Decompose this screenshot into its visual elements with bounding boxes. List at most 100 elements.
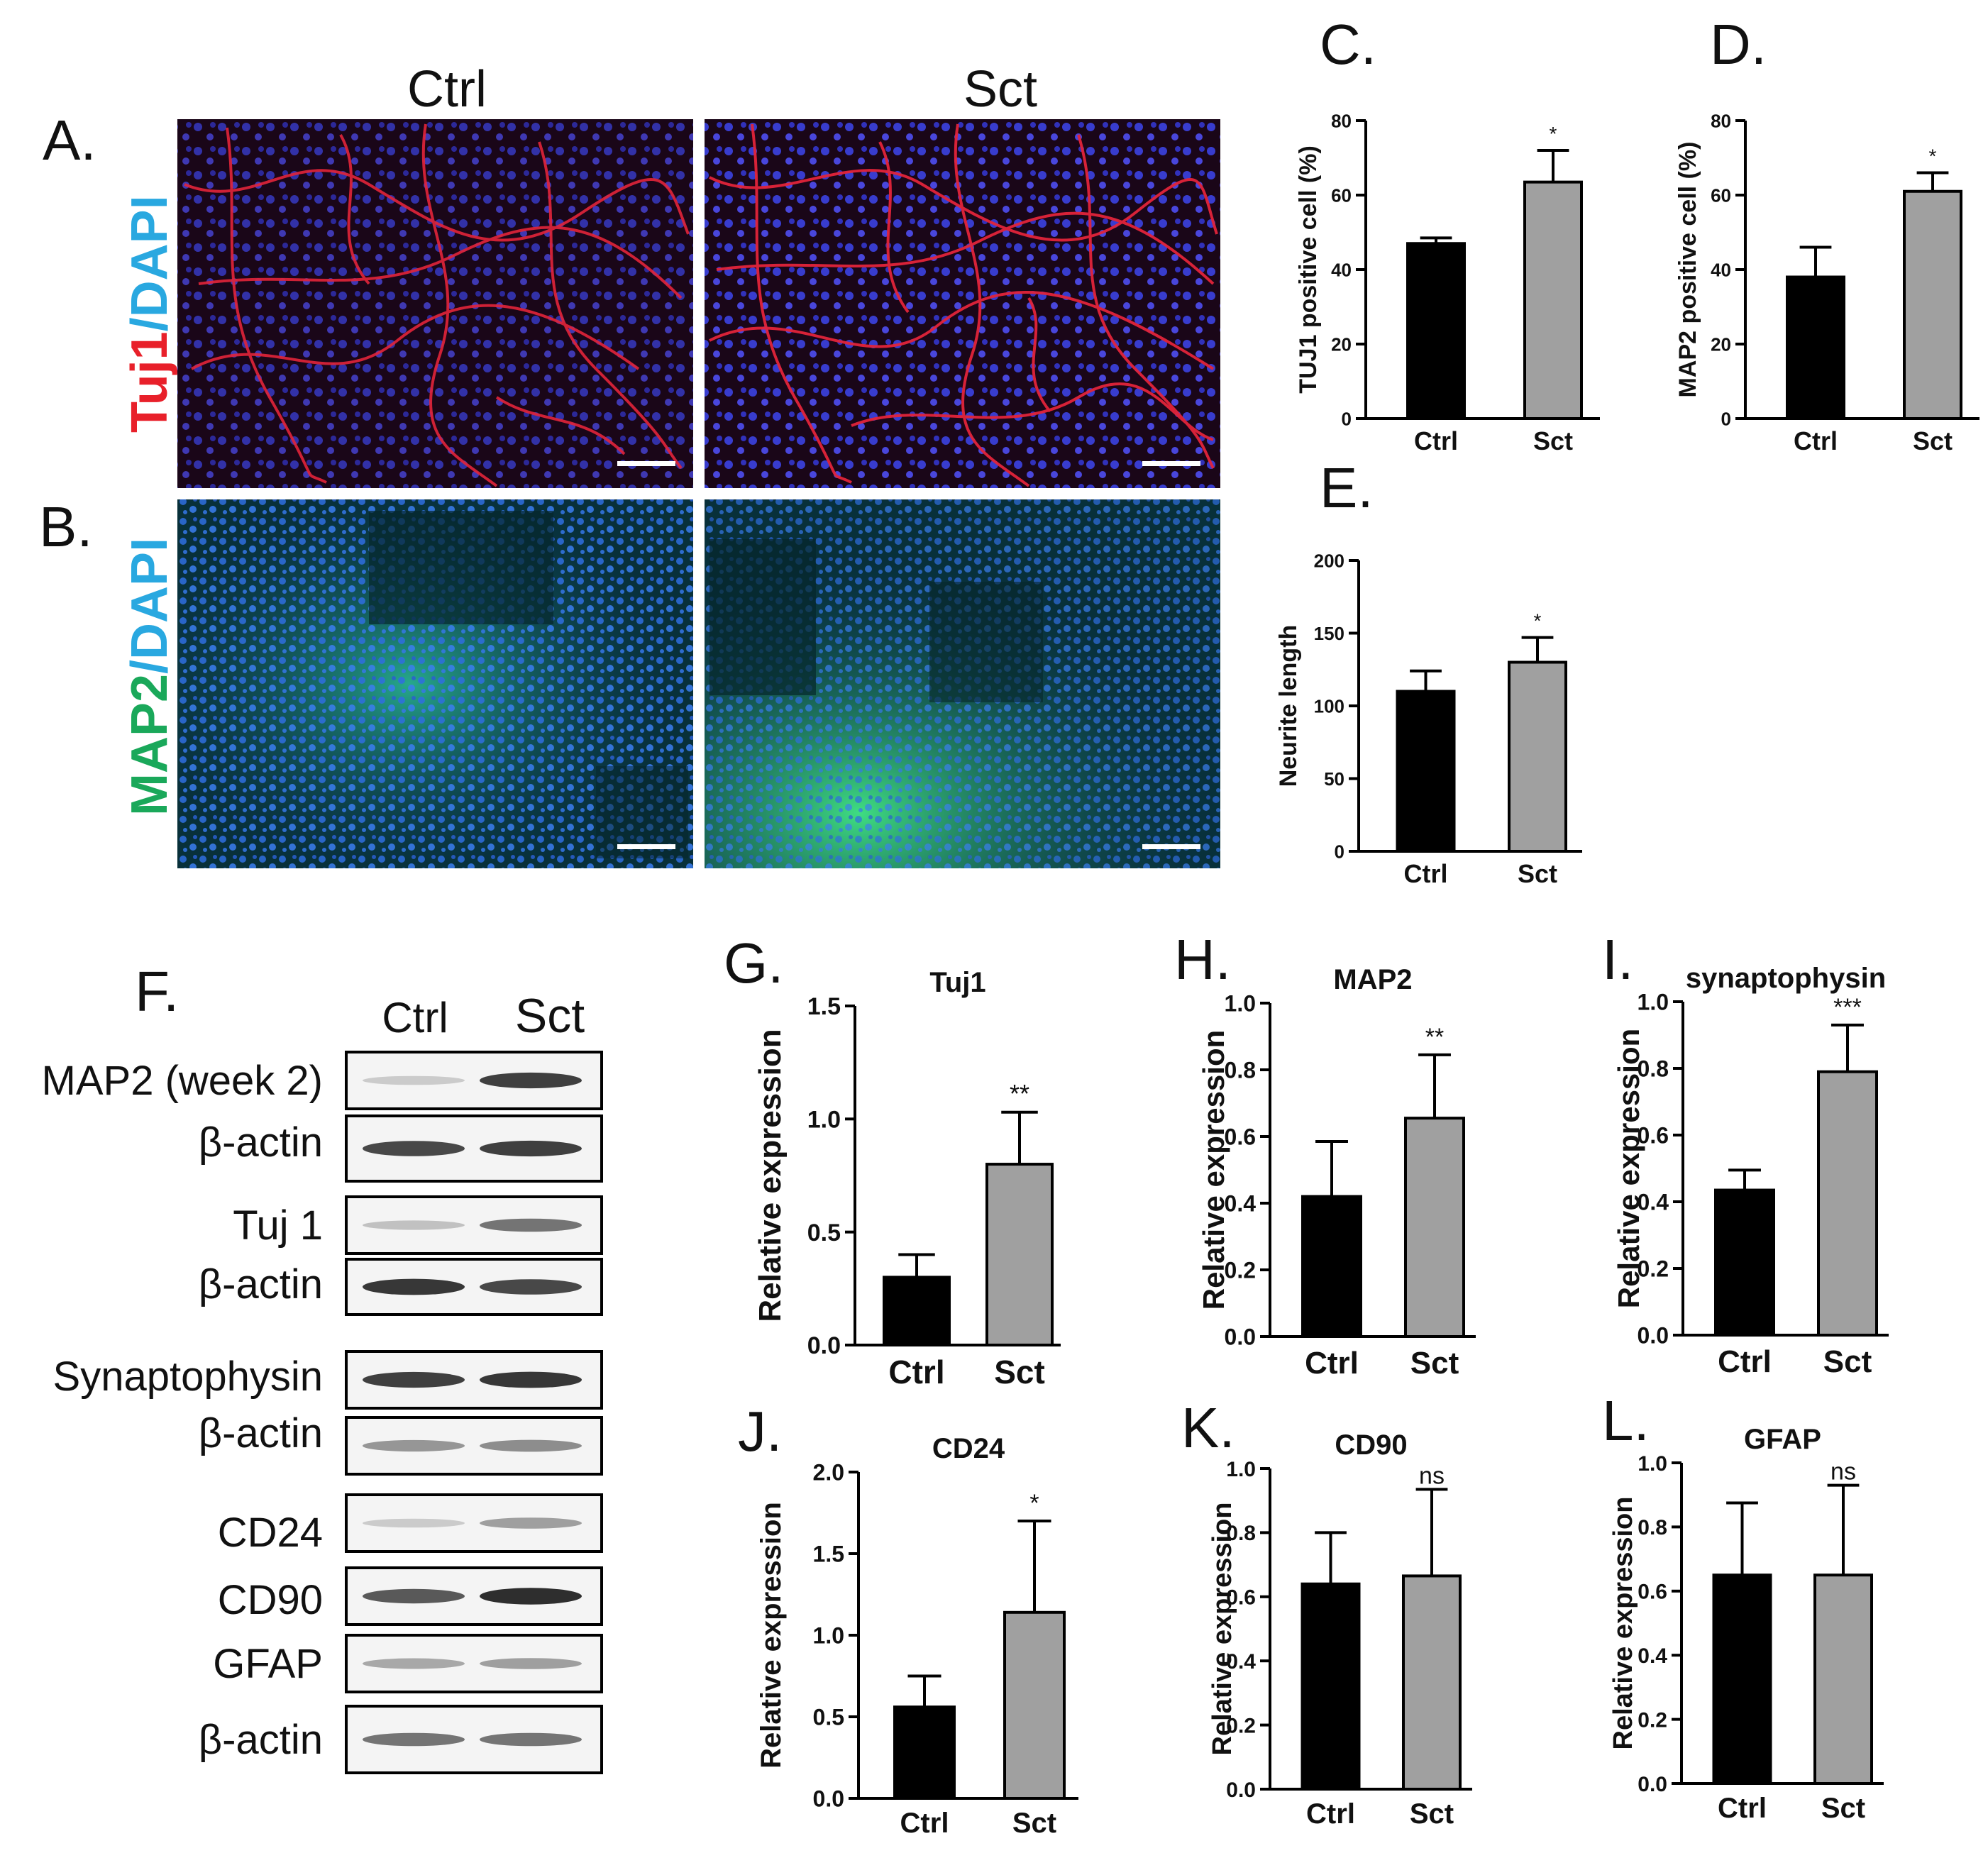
wb-band bbox=[480, 1517, 582, 1529]
y-tick-label: 0.0 bbox=[813, 1786, 844, 1812]
y-tick-label: 60 bbox=[1711, 184, 1731, 206]
y-tick-label: 0 bbox=[1342, 408, 1352, 429]
y-axis-label: Relative expression bbox=[753, 1029, 788, 1322]
y-tick-label: 0.0 bbox=[1226, 1779, 1256, 1802]
wb-row: CD90 bbox=[218, 1566, 603, 1626]
x-tick-label: Sct bbox=[994, 1354, 1045, 1390]
significance-mark: * bbox=[1550, 123, 1557, 145]
chart-title: CD24 bbox=[932, 1433, 1005, 1464]
wb-col-ctrl: Ctrl bbox=[382, 994, 448, 1041]
chart-panel-g: G. 0.0 0.5 1.0 1.5 Relative expression Tuj1 Ctr… bbox=[724, 931, 1061, 1390]
wb-band bbox=[363, 1371, 465, 1388]
y-tick-label: 0.0 bbox=[1638, 1773, 1667, 1796]
y-tick-label: 0.4 bbox=[1638, 1190, 1669, 1215]
wb-row-label: β-actin bbox=[199, 1119, 323, 1166]
y-tick-label: 0.6 bbox=[1225, 1124, 1256, 1150]
micrograph-b-sct bbox=[705, 499, 1220, 868]
chart-title: MAP2 bbox=[1333, 964, 1412, 995]
y-tick-label: 80 bbox=[1331, 110, 1352, 131]
y-tick-label: 40 bbox=[1711, 259, 1731, 280]
wb-band bbox=[480, 1279, 582, 1295]
y-tick-label: 0.5 bbox=[807, 1219, 841, 1246]
x-tick-label: Ctrl bbox=[900, 1808, 949, 1839]
bar-sct bbox=[1903, 189, 1962, 420]
significance-mark: * bbox=[1029, 1490, 1039, 1517]
bar-sct bbox=[985, 1163, 1054, 1346]
x-tick-label: Ctrl bbox=[1306, 1798, 1355, 1830]
chart-panel-i: I. 0.0 0.2 0.4 0.6 0.8 1.0 Relative expression s… bbox=[1602, 928, 1889, 1379]
y-tick-label: 0.0 bbox=[807, 1332, 841, 1359]
y-tick-label: 0.4 bbox=[1226, 1650, 1256, 1674]
wb-band bbox=[480, 1371, 582, 1388]
y-tick-label: 40 bbox=[1331, 259, 1352, 280]
y-tick-label: 1.0 bbox=[813, 1623, 844, 1649]
y-tick-label: 1.0 bbox=[1638, 1452, 1667, 1476]
y-tick-label: 1.0 bbox=[1226, 1458, 1256, 1481]
panel-letter-a: A. bbox=[43, 109, 96, 172]
y-tick-label: 1.0 bbox=[1225, 991, 1256, 1017]
x-tick-label: Sct bbox=[1410, 1798, 1454, 1830]
y-tick-label: 0.4 bbox=[1638, 1644, 1667, 1668]
bar-ctrl bbox=[1714, 1188, 1775, 1337]
bar-ctrl bbox=[1396, 690, 1456, 853]
micro-col-sct: Sct bbox=[963, 61, 1037, 118]
x-tick-label: Sct bbox=[1410, 1346, 1459, 1381]
y-axis-label: MAP2 positive cell (%) bbox=[1674, 142, 1701, 398]
y-tick-label: 60 bbox=[1331, 184, 1352, 206]
y-tick-label: 200 bbox=[1314, 550, 1344, 571]
x-tick-label: Ctrl bbox=[1718, 1793, 1767, 1824]
wb-band bbox=[363, 1220, 465, 1230]
wb-membrane bbox=[345, 1634, 603, 1693]
y-tick-label: 1.5 bbox=[807, 993, 841, 1020]
y-tick-label: 20 bbox=[1711, 333, 1731, 355]
bar-sct bbox=[1003, 1610, 1066, 1801]
wb-row: MAP2 (week 2) bbox=[42, 1051, 603, 1110]
significance-mark: ns bbox=[1419, 1462, 1445, 1489]
x-tick-label: Sct bbox=[1533, 426, 1573, 455]
bar-ctrl bbox=[883, 1276, 951, 1347]
y-tick-label: 100 bbox=[1314, 695, 1344, 717]
panel-letter-i: I. bbox=[1602, 928, 1633, 991]
bar-ctrl bbox=[1301, 1195, 1362, 1338]
bar-ctrl bbox=[1786, 275, 1845, 420]
chart-panel-d: D. 0 20 40 60 80 MAP2 positive cell (%) Ctrl * Sc… bbox=[1674, 13, 1979, 455]
y-tick-label: 0.0 bbox=[1638, 1323, 1669, 1349]
chart-panel-h: H. 0.0 0.2 0.4 0.6 0.8 1.0 Relative expression M… bbox=[1174, 928, 1476, 1381]
wb-row: β-actin bbox=[199, 1258, 603, 1316]
wb-band bbox=[363, 1141, 465, 1156]
bar-sct bbox=[1508, 660, 1567, 853]
panel-letter-g: G. bbox=[724, 931, 783, 995]
y-tick-label: 0.2 bbox=[1225, 1258, 1256, 1283]
significance-mark: *** bbox=[1833, 994, 1862, 1021]
wb-band bbox=[480, 1588, 582, 1605]
wb-row: Tuj 1 bbox=[233, 1195, 603, 1255]
panel-letter-j: J. bbox=[738, 1400, 782, 1463]
y-tick-label: 0 bbox=[1721, 408, 1731, 429]
y-tick-label: 1.5 bbox=[813, 1542, 844, 1567]
y-tick-label: 150 bbox=[1314, 623, 1344, 644]
y-tick-label: 0.8 bbox=[1225, 1058, 1256, 1083]
bar-sct bbox=[1404, 1117, 1465, 1339]
wb-band bbox=[363, 1439, 465, 1452]
y-axis-label: Neurite length bbox=[1275, 625, 1302, 787]
y-tick-label: 1.0 bbox=[807, 1107, 841, 1134]
x-tick-label: Sct bbox=[1518, 859, 1557, 888]
x-tick-label: Sct bbox=[1823, 1344, 1872, 1379]
chart-title: Tuj1 bbox=[929, 967, 985, 998]
y-tick-label: 0.4 bbox=[1225, 1191, 1257, 1217]
wb-band bbox=[363, 1075, 465, 1085]
western-blot: MAP2 (week 2) β-actin Tuj 1 β-actin Synaptop… bbox=[42, 1051, 603, 1774]
y-axis-label: Relative expression bbox=[1608, 1497, 1638, 1750]
wb-col-sct: Sct bbox=[515, 989, 585, 1043]
y-axis-label: Relative expression bbox=[1197, 1030, 1230, 1310]
y-tick-label: 0.0 bbox=[1225, 1324, 1256, 1350]
y-tick-label: 20 bbox=[1331, 333, 1352, 355]
panel-letter-k: K. bbox=[1181, 1396, 1235, 1459]
panel-letter-h: H. bbox=[1174, 928, 1231, 991]
wb-row-label: β-actin bbox=[199, 1717, 323, 1763]
x-tick-label: Ctrl bbox=[1305, 1346, 1359, 1381]
y-tick-label: 50 bbox=[1324, 768, 1344, 790]
y-tick-label: 0.5 bbox=[813, 1705, 844, 1730]
